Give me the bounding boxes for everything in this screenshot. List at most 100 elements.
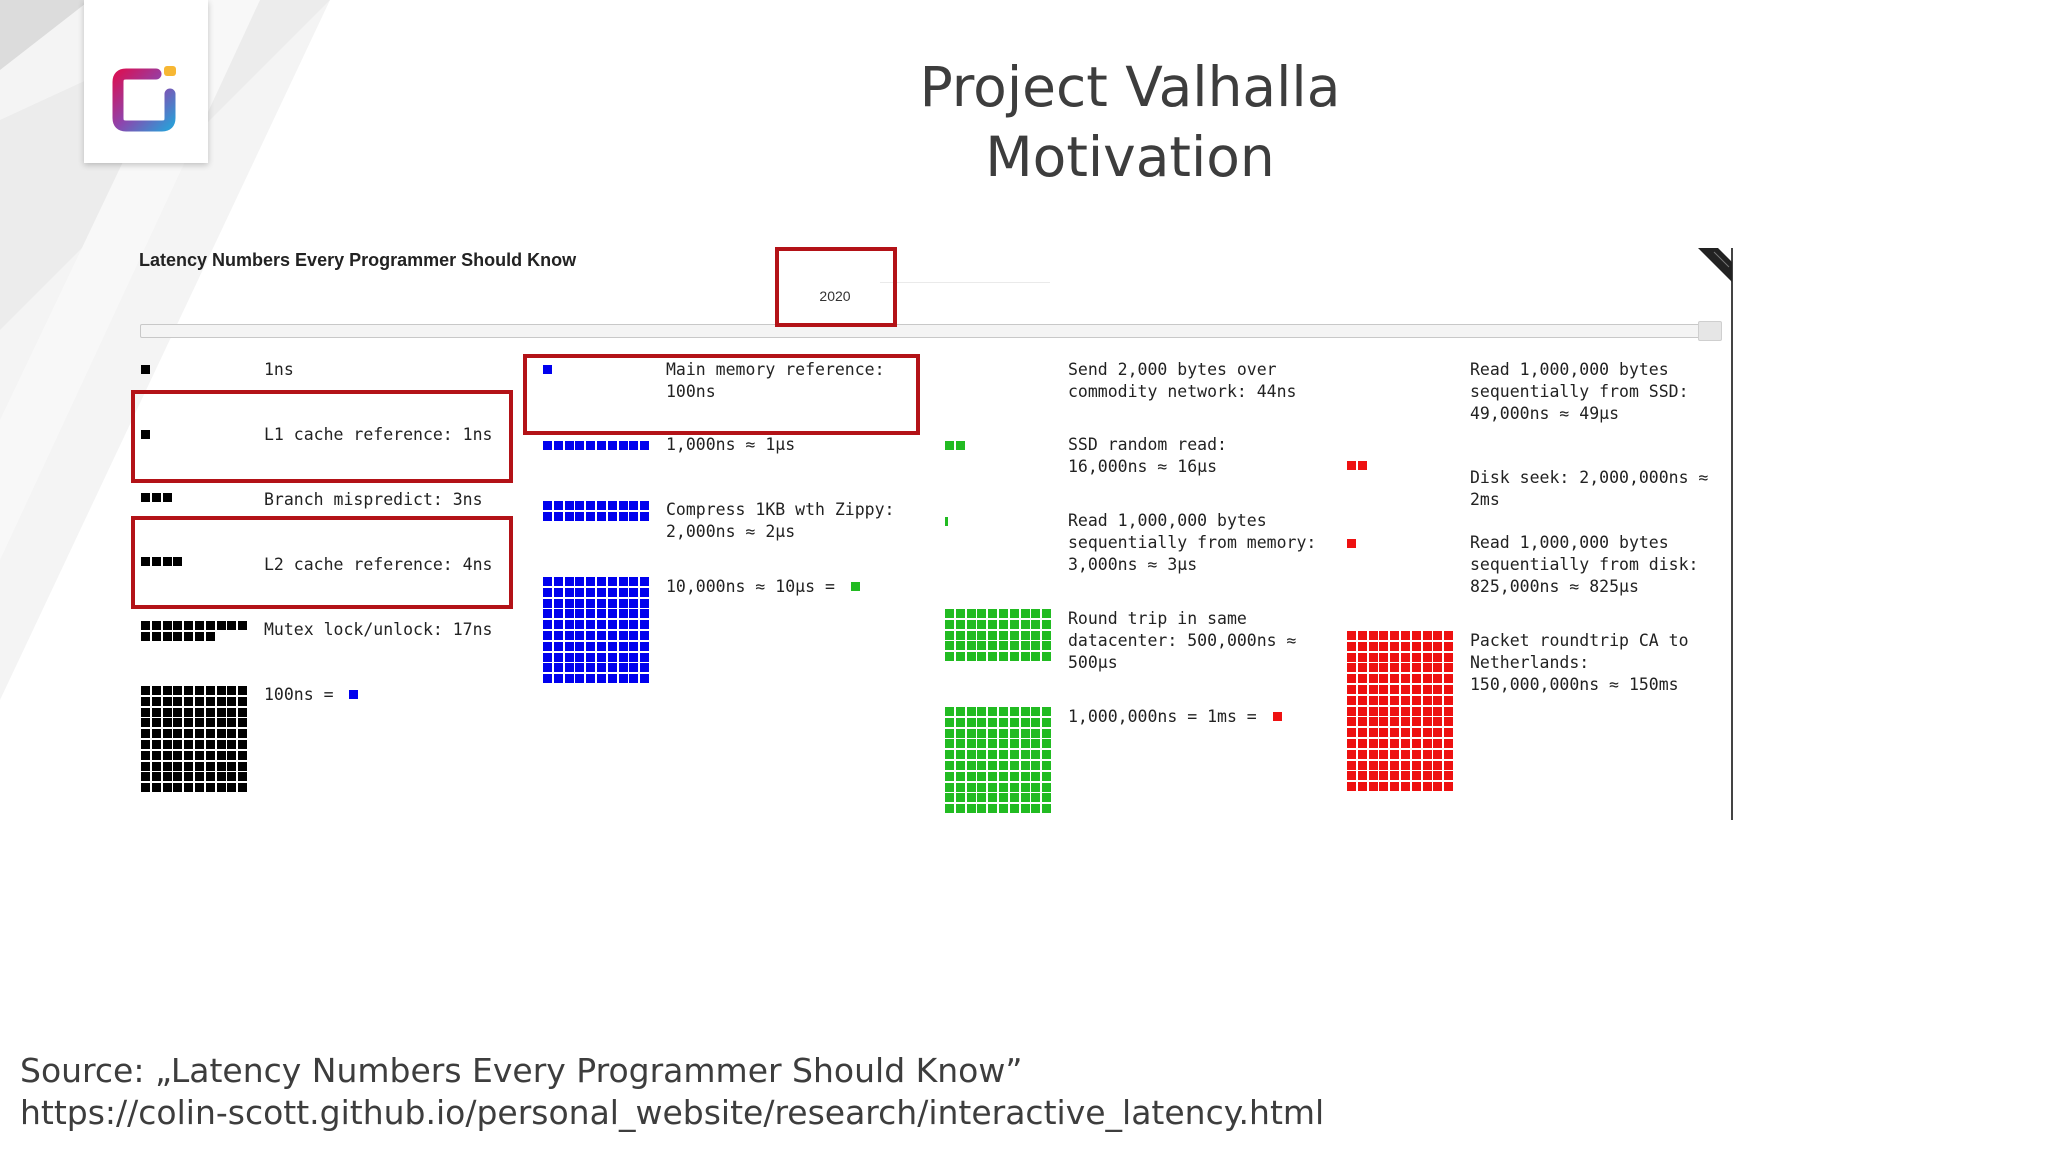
latency-square xyxy=(575,641,585,651)
latency-square xyxy=(195,621,204,630)
latency-square xyxy=(1401,739,1410,748)
latency-square xyxy=(1368,749,1378,759)
latency-square xyxy=(1042,782,1052,792)
latency-text-ssdseq-3: 49,000ns ≈ 49μs xyxy=(1470,404,1620,423)
highlight-year xyxy=(775,247,897,327)
latency-square xyxy=(586,641,596,651)
latency-square xyxy=(607,663,617,673)
latency-square xyxy=(1020,793,1030,803)
latency-square xyxy=(151,729,161,739)
latency-square xyxy=(999,641,1008,651)
latency-square xyxy=(640,501,650,510)
latency-square xyxy=(151,718,161,728)
latency-square xyxy=(1411,749,1421,759)
latency-square xyxy=(1433,631,1443,640)
latency-square xyxy=(607,501,617,510)
latency-text-canl-2: Netherlands: xyxy=(1470,653,1590,672)
latency-square xyxy=(1390,706,1400,716)
latency-square xyxy=(629,674,639,684)
latency-square xyxy=(1368,652,1378,662)
latency-square xyxy=(640,609,650,619)
latency-square xyxy=(966,782,976,792)
latency-square xyxy=(227,729,237,739)
latency-square xyxy=(945,771,954,781)
latency-square xyxy=(227,718,237,728)
latency-square xyxy=(1009,641,1019,651)
latency-square xyxy=(553,577,563,586)
latency-square xyxy=(1347,717,1356,727)
latency-square xyxy=(1390,631,1400,640)
highlight-l2-cache xyxy=(131,516,513,609)
latency-square xyxy=(173,729,183,739)
latency-square xyxy=(1347,461,1356,470)
latency-text-100ns: 100ns = xyxy=(264,685,344,704)
latency-square xyxy=(999,793,1008,803)
latency-square xyxy=(1411,771,1421,781)
latency-square xyxy=(173,718,183,728)
latency-square xyxy=(1411,717,1421,727)
latency-square xyxy=(216,696,226,706)
latency-square xyxy=(1390,685,1400,694)
latency-square xyxy=(1411,663,1421,673)
year-slider-track[interactable] xyxy=(140,324,1722,338)
latency-square xyxy=(945,739,954,749)
latency-square xyxy=(999,739,1008,749)
latency-square xyxy=(543,609,552,619)
latency-square xyxy=(1433,771,1443,781)
latency-square xyxy=(173,686,183,695)
latency-square xyxy=(955,630,965,640)
latency-square xyxy=(999,728,1008,738)
latency-square xyxy=(1433,652,1443,662)
latency-square xyxy=(238,740,248,749)
latency-square xyxy=(618,641,628,651)
latency-square xyxy=(640,652,650,662)
latency-square xyxy=(216,772,226,782)
latency-square xyxy=(141,707,150,717)
latency-square xyxy=(162,772,172,782)
latency-square xyxy=(1347,739,1356,748)
latency-square xyxy=(988,761,998,770)
latency-square xyxy=(618,501,628,510)
latency-square xyxy=(575,652,585,662)
github-ribbon-icon[interactable] xyxy=(1696,248,1732,284)
latency-square xyxy=(238,621,248,630)
latency-square xyxy=(184,631,194,641)
latency-square xyxy=(1009,782,1019,792)
latency-square xyxy=(543,652,552,662)
latency-square xyxy=(1042,630,1052,640)
latency-square xyxy=(607,609,617,619)
latency-square xyxy=(629,598,639,608)
latency-square xyxy=(586,620,596,630)
latency-text-seek-2: 2ms xyxy=(1470,490,1500,509)
latency-square xyxy=(586,587,596,597)
latency-square xyxy=(1433,706,1443,716)
latency-square xyxy=(1009,793,1019,803)
latency-square xyxy=(1422,760,1432,770)
latency-square xyxy=(1422,641,1432,651)
latency-square xyxy=(1401,652,1410,662)
latency-square xyxy=(162,686,172,695)
latency-label-ca-nl: Packet roundtrip CA to Netherlands: 150,00… xyxy=(1470,630,1689,696)
latency-square xyxy=(162,493,172,502)
source-line2[interactable]: https://colin-scott.github.io/personal_w… xyxy=(20,1093,1325,1132)
latency-square xyxy=(597,609,606,619)
latency-text-ssd-1: SSD random read: xyxy=(1068,435,1227,454)
year-slider-thumb[interactable] xyxy=(1698,321,1722,341)
latency-square xyxy=(141,718,150,728)
latency-square xyxy=(1020,739,1030,749)
latency-square xyxy=(999,717,1008,727)
latency-square xyxy=(945,641,954,651)
latency-square xyxy=(575,674,585,684)
latency-square xyxy=(1433,641,1443,651)
latency-square xyxy=(1009,619,1019,629)
latency-label-10us: 10,000ns ≈ 10μs = xyxy=(666,576,860,598)
latency-square xyxy=(1444,739,1454,748)
latency-square xyxy=(1042,609,1052,618)
latency-square xyxy=(543,598,552,608)
latency-square xyxy=(162,761,172,771)
latency-square xyxy=(151,783,161,793)
latency-square xyxy=(966,739,976,749)
latency-square xyxy=(195,718,204,728)
latency-square xyxy=(1379,652,1389,662)
latency-square xyxy=(205,707,215,717)
